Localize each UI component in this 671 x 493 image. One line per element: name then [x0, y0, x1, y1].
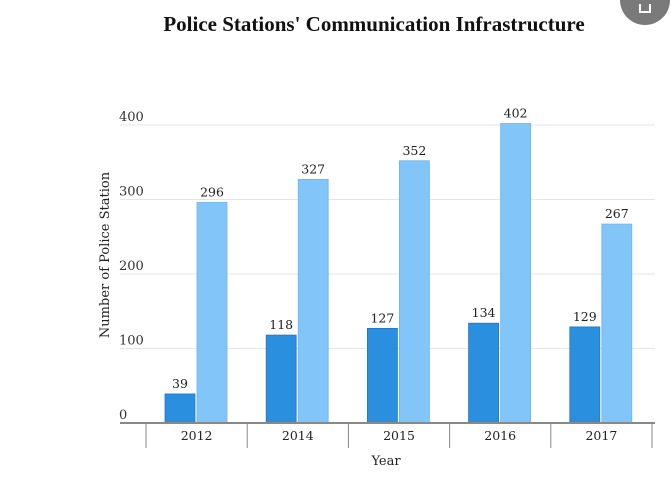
data-label: 352 — [402, 143, 426, 158]
bar — [297, 178, 329, 424]
y-tick-label: 100 — [119, 334, 144, 349]
bar — [196, 202, 228, 424]
y-tick-label: 200 — [119, 259, 144, 274]
data-label: 129 — [573, 309, 597, 324]
y-axis-title: Number of Police Station — [98, 171, 113, 338]
bar — [601, 223, 633, 424]
x-tick-label: 2012 — [181, 428, 213, 443]
bar — [569, 326, 601, 424]
bar — [164, 393, 196, 424]
y-tick-label: 0 — [119, 408, 127, 423]
data-label: 127 — [370, 310, 394, 325]
chart-title: Police Stations' Communication Infrastru… — [163, 12, 585, 36]
y-tick-label: 400 — [119, 110, 144, 125]
bar — [265, 334, 297, 424]
x-axis-title: Year — [370, 454, 401, 469]
x-tick-label: 2014 — [282, 428, 314, 443]
data-label: 296 — [200, 184, 224, 199]
data-label: 327 — [301, 161, 325, 176]
x-tick-label: 2015 — [383, 428, 415, 443]
bar — [366, 327, 398, 424]
bar — [468, 322, 500, 424]
bar — [398, 160, 430, 424]
bar — [500, 123, 532, 424]
x-tick-label: 2017 — [585, 428, 617, 443]
data-label: 267 — [605, 206, 629, 221]
x-tick-label: 2016 — [484, 428, 516, 443]
tray-icon — [639, 4, 651, 13]
data-label: 118 — [269, 317, 293, 332]
y-tick-label: 300 — [119, 185, 144, 200]
data-label: 402 — [504, 106, 528, 121]
data-label: 39 — [172, 376, 188, 391]
data-label: 134 — [472, 305, 496, 320]
